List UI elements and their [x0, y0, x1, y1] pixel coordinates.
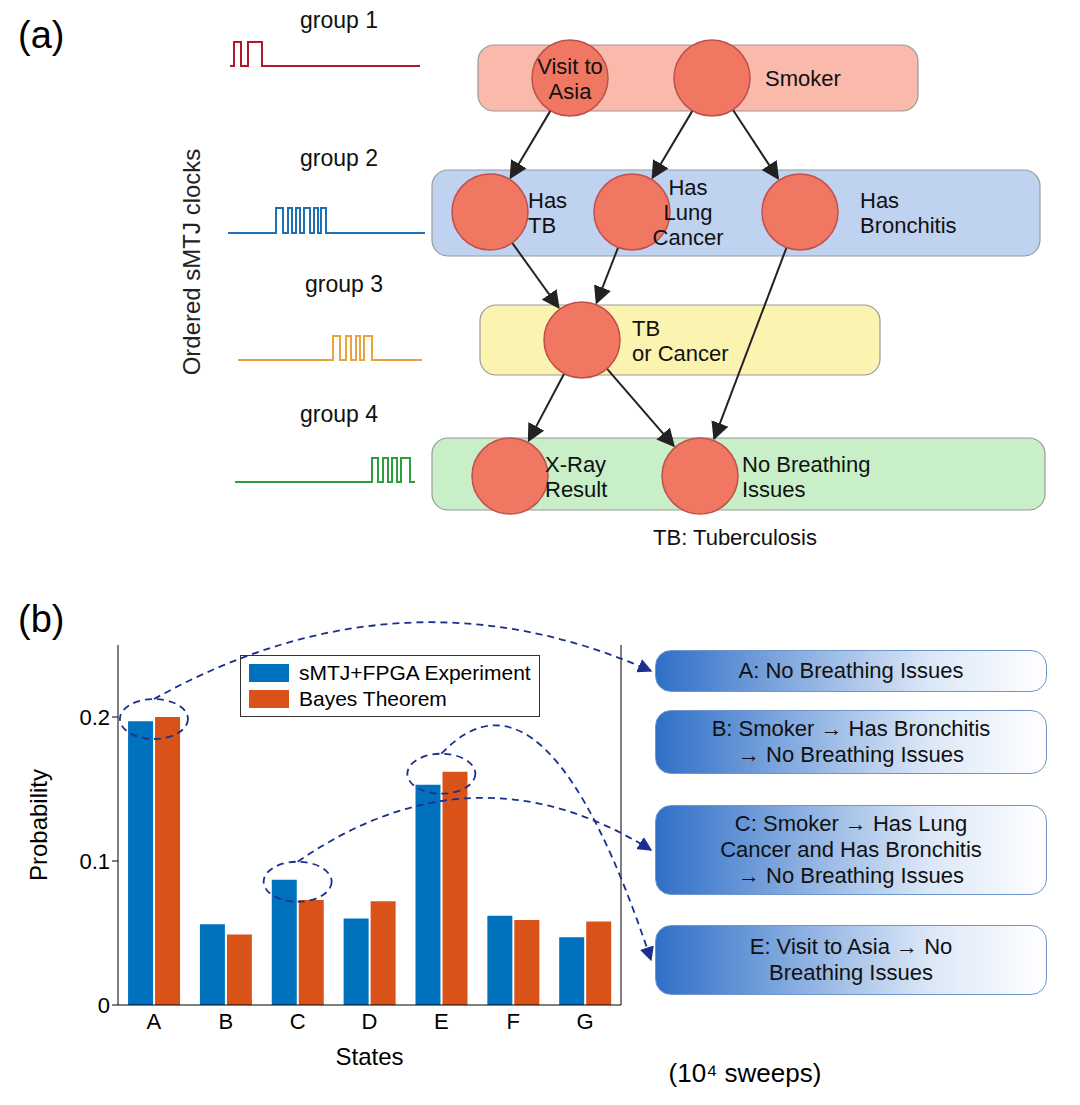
- svg-text:F: F: [506, 1009, 519, 1034]
- svg-text:Smoker: Smoker: [765, 66, 841, 91]
- svg-text:TB: TB: [632, 316, 660, 341]
- html-text:B: Smoker → Has Bronchitis: B: Smoker → Has Bronchitis: [711, 716, 991, 741]
- svg-text:Issues: Issues: [742, 477, 806, 502]
- svg-text:TB: TB: [528, 213, 556, 238]
- svg-text:Result: Result: [545, 477, 607, 502]
- svg-text:(a): (a): [18, 14, 64, 56]
- svg-text:Has: Has: [528, 188, 567, 213]
- html-text:→ No Breathing Issues: → No Breathing Issues: [737, 742, 965, 767]
- svg-text:0: 0: [98, 993, 110, 1018]
- svg-text:States: States: [335, 1043, 403, 1070]
- svg-text:E: E: [434, 1009, 449, 1034]
- svg-text:Has: Has: [860, 188, 899, 213]
- html-text:E: Visit to Asia → No: E: Visit to Asia → No: [749, 934, 953, 959]
- html-text:Cancer and Has Bronchitis: Cancer and Has Bronchitis: [720, 837, 982, 862]
- svg-text:B: B: [218, 1009, 233, 1034]
- html-text:→ No Breathing Issues: → No Breathing Issues: [737, 863, 965, 888]
- html-text:Breathing Issues: Breathing Issues: [769, 960, 933, 985]
- html-text:(10⁴ sweeps): (10⁴ sweeps): [668, 1058, 822, 1088]
- html-text:A: No Breathing Issues: A: No Breathing Issues: [738, 658, 964, 683]
- html-text:sMTJ+FPGA Experiment: sMTJ+FPGA Experiment: [299, 661, 531, 684]
- svg-text:X-Ray: X-Ray: [545, 452, 606, 477]
- html-text:C: Smoker → Has Lung: C: Smoker → Has Lung: [734, 811, 968, 836]
- html-text:Bayes Theorem: Bayes Theorem: [299, 687, 447, 710]
- svg-text:Visit to: Visit to: [537, 54, 603, 79]
- svg-text:G: G: [577, 1009, 594, 1034]
- svg-text:group 2: group 2: [300, 145, 378, 171]
- svg-text:group 4: group 4: [300, 401, 378, 427]
- svg-text:Cancer: Cancer: [653, 225, 724, 250]
- svg-text:Probability: Probability: [25, 769, 52, 881]
- svg-text:TB: Tuberculosis: TB: Tuberculosis: [653, 525, 817, 550]
- svg-text:Bronchitis: Bronchitis: [860, 213, 957, 238]
- svg-text:Has: Has: [668, 175, 707, 200]
- svg-text:group 1: group 1: [300, 7, 378, 33]
- svg-text:No Breathing: No Breathing: [742, 452, 870, 477]
- svg-text:0.1: 0.1: [79, 849, 110, 874]
- svg-text:group 3: group 3: [305, 271, 383, 297]
- svg-text:D: D: [362, 1009, 378, 1034]
- html-text:(b): (b): [18, 598, 65, 640]
- svg-text:Ordered sMTJ clocks: Ordered sMTJ clocks: [178, 149, 205, 376]
- svg-text:or Cancer: or Cancer: [632, 341, 729, 366]
- svg-text:0.2: 0.2: [79, 705, 110, 730]
- svg-text:C: C: [290, 1009, 306, 1034]
- svg-text:Lung: Lung: [664, 200, 713, 225]
- svg-text:A: A: [147, 1009, 162, 1034]
- svg-text:Asia: Asia: [549, 79, 593, 104]
